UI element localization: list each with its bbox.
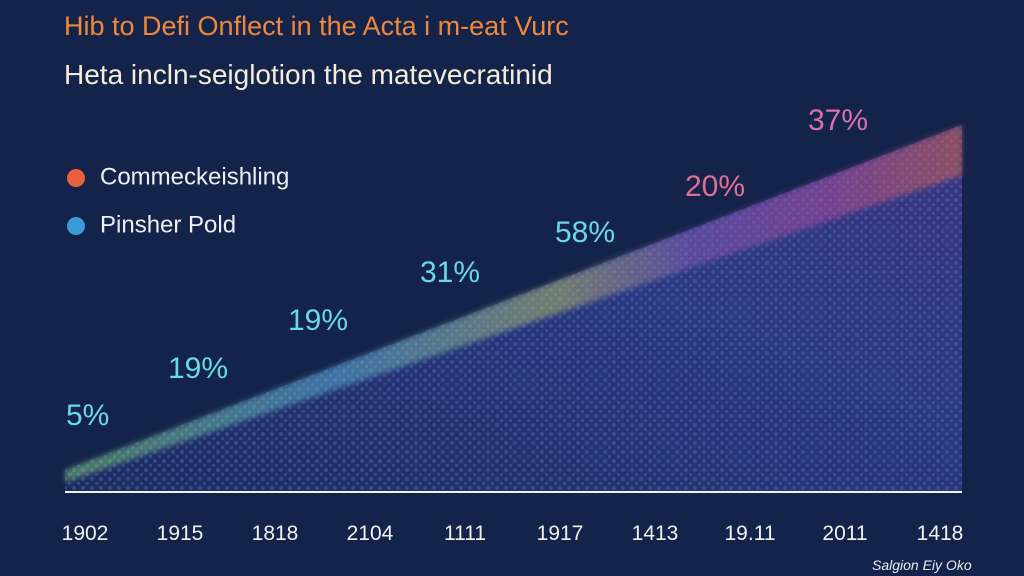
annotation: 19% (168, 352, 228, 385)
x-tick-label: 1418 (917, 522, 964, 545)
legend: Commeckeishling Pinsher Pold (67, 163, 289, 238)
x-axis-labels: 1902 1915 1818 2104 1111 1917 1413 19.11 2011 141… (62, 522, 964, 545)
legend-swatch (67, 217, 85, 235)
annotation: 58% (555, 216, 615, 249)
legend-swatch (67, 169, 85, 187)
x-tick-label: 2011 (822, 522, 867, 545)
annotations: 5% 19% 19% 31% 58% 20% 37% (66, 104, 868, 432)
annotation: 37% (808, 104, 868, 137)
chart-subtitle: Heta incln-seiglotion the matevecratinid (64, 59, 553, 90)
x-tick-label: 1902 (62, 522, 109, 545)
annotation: 31% (420, 256, 480, 289)
x-tick-label: 1917 (537, 522, 584, 545)
legend-label: Commeckeishling (100, 163, 289, 190)
density-edge (65, 125, 962, 482)
x-tick-label: 19.11 (725, 522, 776, 545)
annotation: 20% (685, 170, 745, 203)
x-tick-label: 2104 (347, 522, 394, 545)
x-tick-label: 1915 (157, 522, 204, 545)
annotation: 19% (288, 304, 348, 337)
x-tick-label: 1413 (632, 522, 679, 545)
legend-label: Pinsher Pold (100, 211, 236, 238)
chart-title: Hib to Defi Onflect in the Acta i m-eat … (64, 11, 569, 41)
x-tick-label: 1111 (444, 522, 486, 545)
annotation: 5% (66, 399, 109, 432)
footnote: Salgion Eiy Oko (872, 557, 972, 573)
x-tick-label: 1818 (252, 522, 299, 545)
